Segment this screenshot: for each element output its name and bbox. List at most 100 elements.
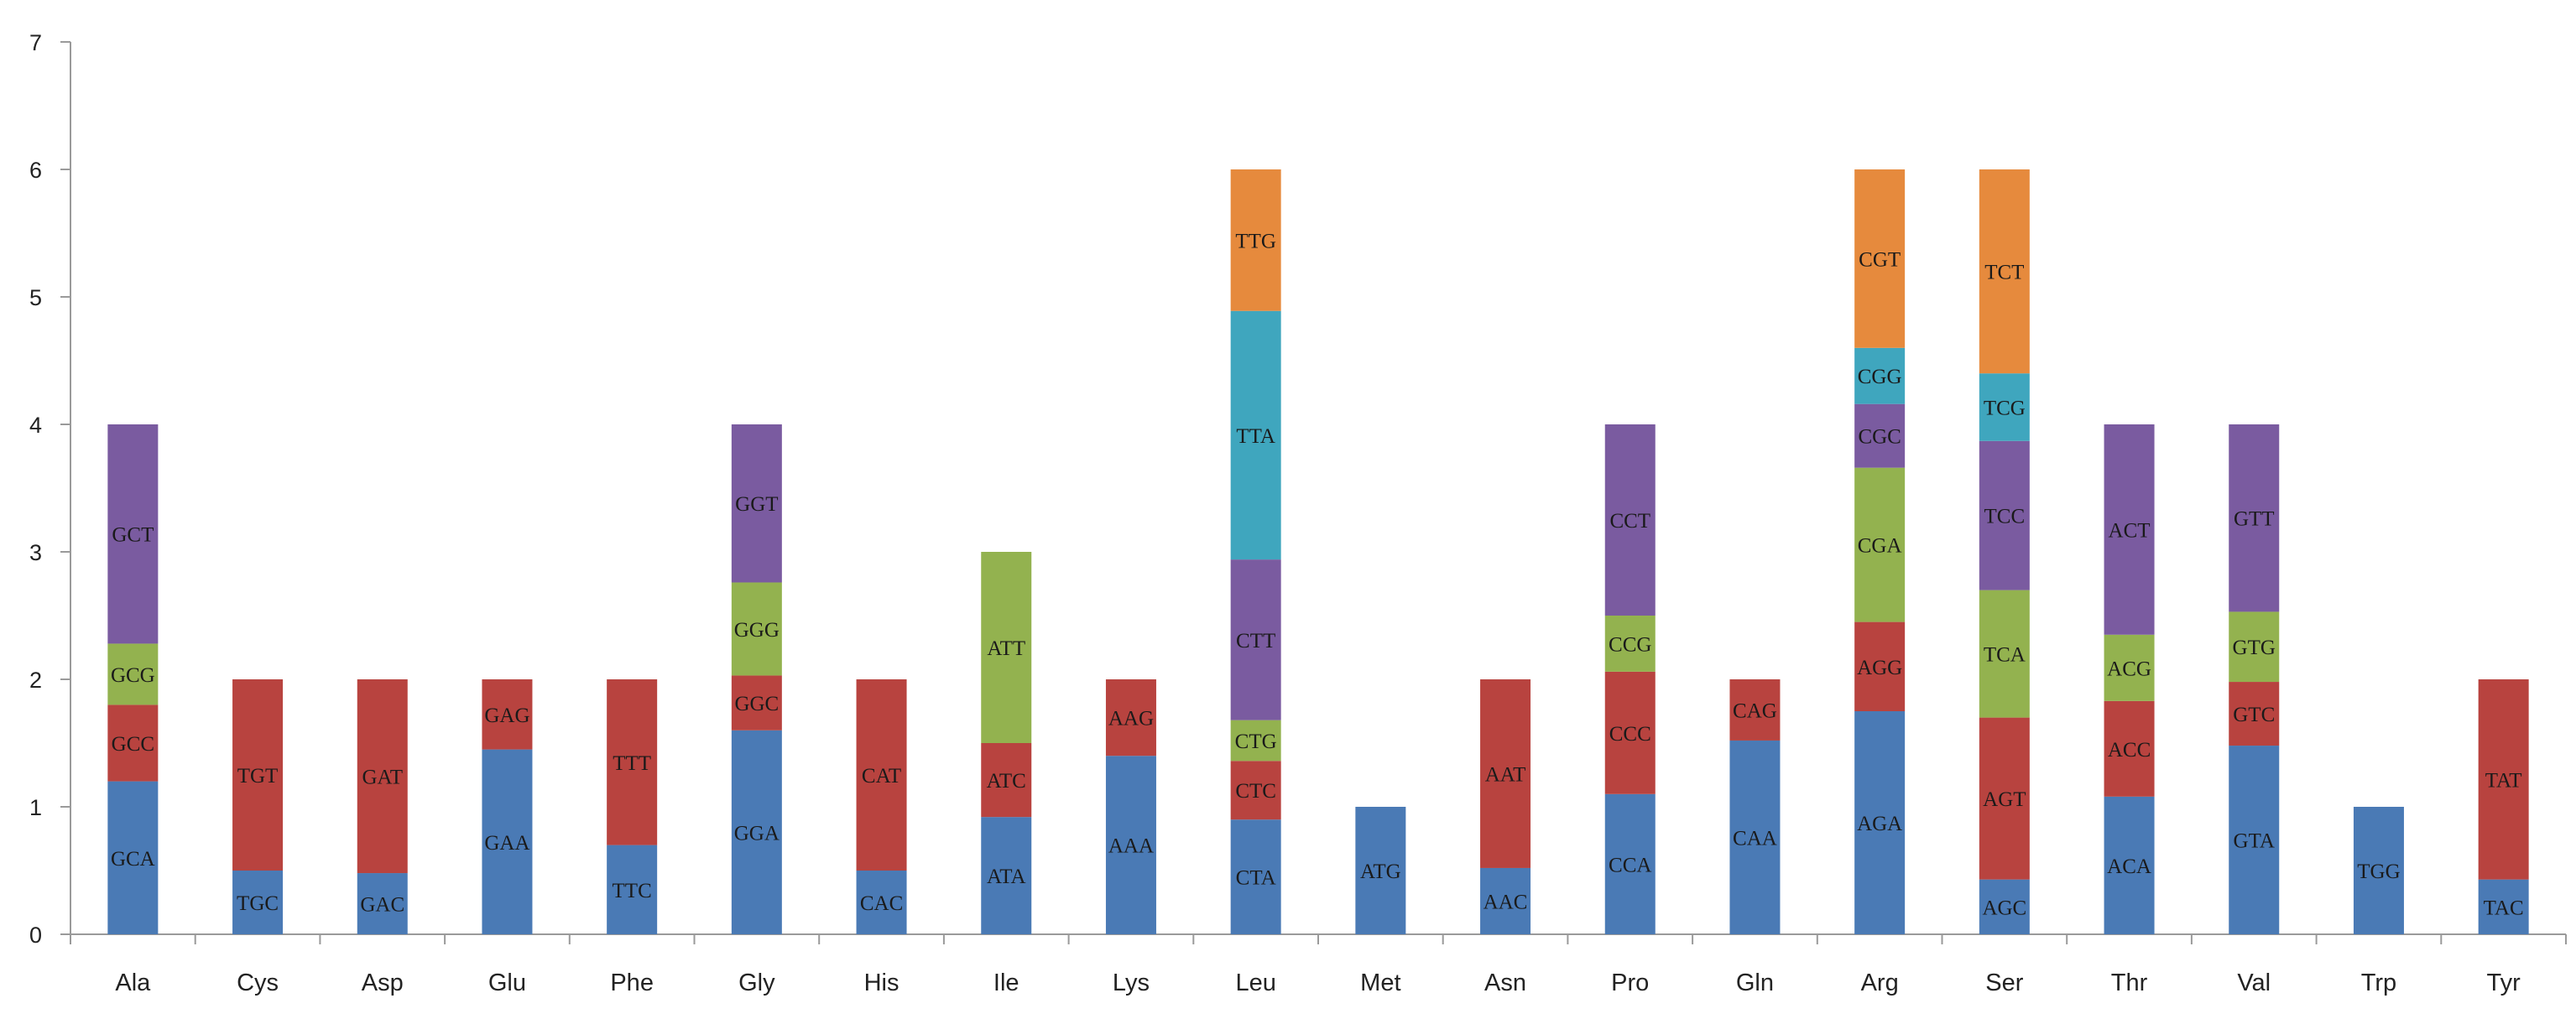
bar-stack-gln: CAA CAG (1729, 679, 1781, 934)
segment-label-att: ATT (987, 637, 1025, 660)
bar-segment-gcc (107, 704, 159, 782)
segment-label-ctg: CTG (1235, 730, 1277, 753)
bar-stack-his: CAC CAT (856, 679, 907, 934)
segment-label-gat: GAT (362, 767, 403, 789)
segment-label-atg: ATG (1360, 860, 1401, 883)
x-tick-label-thr: Thr (2111, 970, 2148, 996)
x-tick-label-val: Val (2237, 970, 2271, 996)
segment-label-tct: TCT (1984, 262, 2024, 284)
bar-stack-gly: GGA GGC GGG GGT (731, 424, 782, 934)
segment-label-tca: TCA (1984, 644, 2026, 667)
bar-segment-tta (1230, 310, 1281, 560)
segment-label-aca: ACA (2107, 855, 2151, 878)
bar-segment-gat (357, 679, 408, 874)
segment-label-gca: GCA (111, 848, 155, 871)
segment-label-gcc: GCC (112, 733, 154, 756)
bar-segment-gta (2229, 746, 2280, 934)
segment-label-tgg: TGG (2357, 860, 2400, 883)
bar-stack-ser: AGC AGT TCA TCC TCG TCT (1979, 169, 2030, 934)
x-tick-label-ala: Ala (115, 970, 151, 996)
bar-segment-tac (2478, 879, 2529, 934)
segment-label-tcc: TCC (1984, 506, 2026, 528)
segment-label-tac: TAC (2484, 897, 2524, 919)
bar-segment-tca (1979, 590, 2030, 718)
segment-label-gag: GAG (484, 704, 529, 727)
x-tick-label-glu: Glu (488, 970, 526, 996)
segment-label-cac: CAC (860, 892, 903, 915)
x-tick-label-met: Met (1360, 970, 1400, 996)
segment-label-ctt: CTT (1236, 630, 1275, 652)
segment-label-gac: GAC (360, 894, 404, 917)
bar-segment-tgg (2353, 807, 2404, 934)
y-tick-label: 5 (29, 285, 42, 310)
bar-segment-aga (1854, 711, 1906, 934)
segment-label-ggg: GGG (734, 619, 780, 642)
segment-label-ccg: CCG (1609, 633, 1651, 656)
bar-segment-gtg (2229, 611, 2280, 683)
bar-segment-att (981, 552, 1032, 743)
segment-label-ttg: TTG (1235, 230, 1276, 252)
bar-stack-ile: ATA ATC ATT (981, 552, 1032, 934)
segment-label-gtt: GTT (2234, 508, 2275, 531)
segment-label-aac: AAC (1484, 891, 1528, 913)
bar-segment-ctt (1230, 559, 1281, 720)
bar-stack-ala: GCA GCC GCG GCT (107, 424, 159, 934)
segment-label-agc: AGC (1982, 897, 2026, 919)
bar-segment-aat (1480, 679, 1531, 868)
segment-label-ttc: TTC (613, 880, 652, 902)
segment-label-act: ACT (2109, 519, 2151, 542)
bar-stack-leu: CTA CTC CTG CTT TTA TTG (1230, 169, 1281, 934)
bars: GCAGCCGCGGCTTGCTGTGACGATGAAGAGTTCTTTGGAG… (107, 169, 2529, 934)
x-tick-label-gln: Gln (1736, 970, 1774, 996)
bar-segment-cgg (1854, 347, 1906, 404)
bar-segment-agg (1854, 621, 1906, 711)
bar-segment-cga (1854, 467, 1906, 622)
bar-segment-aaa (1105, 756, 1156, 934)
bar-segment-tgc (232, 871, 284, 934)
bar-stack-arg: AGA AGG CGA CGC CGG CGT (1854, 169, 1906, 934)
bar-segment-cac (856, 871, 907, 934)
segment-label-gaa: GAA (484, 832, 529, 855)
segment-label-gcg: GCG (111, 664, 155, 687)
bar-segment-acc (2104, 700, 2155, 797)
segment-label-agt: AGT (1983, 788, 2026, 811)
segment-label-tgc: TGC (237, 892, 279, 915)
segment-label-gta: GTA (2234, 830, 2275, 853)
x-tick-label-cys: Cys (237, 970, 279, 996)
y-tick-label: 6 (29, 158, 42, 183)
y-tick-label: 4 (29, 413, 42, 438)
bar-segment-gag (482, 679, 533, 750)
bar-segment-atg (1355, 807, 1406, 934)
bar-segment-tcg (1979, 373, 2030, 441)
segment-label-aaa: AAA (1108, 835, 1154, 858)
x-axis: Ala Cys Asp Glu Phe Gly His Ile Lys Leu Met Asn Pro G… (70, 933, 2567, 996)
segment-label-gga: GGA (734, 822, 780, 845)
bar-stack-asp: GAC GAT (357, 679, 408, 934)
segment-label-cca: CCA (1609, 854, 1651, 876)
bar-segment-aag (1105, 679, 1156, 756)
bar-segment-cgt (1854, 169, 1906, 348)
y-tick-label: 3 (29, 540, 42, 565)
bar-segment-ggt (731, 424, 782, 583)
bar-segment-gaa (482, 749, 533, 934)
x-tick-label-leu: Leu (1235, 970, 1275, 996)
bar-segment-caa (1729, 740, 1781, 934)
bar-segment-gac (357, 873, 408, 934)
bar-segment-ttc (607, 845, 658, 934)
bar-segment-act (2104, 424, 2155, 635)
bar-segment-gga (731, 730, 782, 934)
bar-segment-tcc (1979, 440, 2030, 590)
segment-label-ggc: GGC (734, 693, 779, 715)
bar-segment-gca (107, 781, 159, 934)
bar-segment-cat (856, 679, 907, 871)
bar-segment-agt (1979, 717, 2030, 880)
segment-label-ttt: TTT (613, 752, 651, 775)
segment-label-ata: ATA (987, 866, 1026, 888)
x-tick-label-arg: Arg (1861, 970, 1899, 996)
bar-segment-agc (1979, 879, 2030, 934)
bar-stack-glu: GAA GAG (482, 679, 533, 934)
bar-segment-ccg (1604, 616, 1656, 672)
segment-label-acc: ACC (2108, 739, 2151, 762)
segment-label-cag: CAG (1733, 699, 1777, 722)
